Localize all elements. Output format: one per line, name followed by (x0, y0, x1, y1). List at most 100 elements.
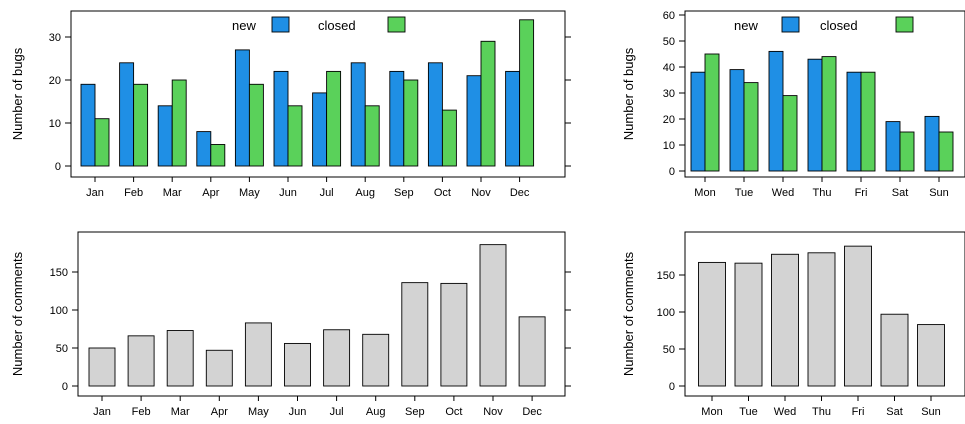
y-tick-label: 0 (669, 381, 675, 393)
bar-new-Apr (196, 131, 212, 167)
bar-new-Sat (885, 121, 901, 172)
x-tick-label: Sun (921, 406, 941, 418)
x-tick-label: Dec (522, 406, 542, 418)
bar-comments-Jan (88, 347, 116, 387)
bar-closed-Tue (743, 82, 759, 172)
bar-comments-Apr (205, 349, 233, 387)
x-tick-label: Oct (445, 406, 462, 418)
x-tick-label: Wed (772, 187, 794, 199)
bar-closed-Sun (938, 131, 954, 172)
bar-closed-May (248, 83, 264, 167)
bar-new-Mar (157, 105, 173, 167)
x-tick-label: Sat (892, 187, 909, 199)
y-tick-label: 10 (49, 118, 61, 130)
x-tick-label: Nov (483, 406, 503, 418)
x-tick-label: Jun (289, 406, 307, 418)
y-axis-label: Number of comments (10, 251, 25, 376)
plot-frame (684, 10, 965, 178)
bar-new-Jul (312, 92, 328, 167)
bar-new-Oct (427, 62, 443, 167)
bar-comments-Sat (880, 313, 909, 387)
plot-frame (684, 231, 965, 397)
legend-label-new: new (232, 18, 256, 33)
legend-swatch-closed (895, 16, 914, 33)
x-tick-label: Thu (813, 187, 832, 199)
bar-closed-Sep (403, 79, 419, 167)
x-tick-label: Feb (132, 406, 151, 418)
bar-comments-Nov (479, 244, 507, 387)
bar-closed-Apr (210, 144, 226, 167)
y-axis-label: Number of comments (621, 251, 636, 376)
x-tick-label: Apr (202, 187, 219, 199)
x-tick-label: Tue (739, 406, 758, 418)
bar-closed-Mar (171, 79, 187, 167)
x-tick-label: May (248, 406, 269, 418)
legend-swatch-new (781, 16, 800, 33)
x-tick-label: Mar (163, 187, 182, 199)
bar-comments-Fri (844, 245, 872, 387)
bar-closed-Feb (133, 83, 149, 167)
x-tick-label: Dec (510, 187, 530, 199)
y-tick-label: 50 (663, 36, 675, 48)
y-tick-label: 30 (49, 32, 61, 44)
x-tick-label: Fri (855, 187, 868, 199)
bar-comments-Feb (127, 335, 155, 387)
bar-comments-Sun (917, 324, 945, 387)
y-tick-label: 100 (657, 307, 675, 319)
x-tick-label: Sep (405, 406, 425, 418)
bar-new-Aug (350, 62, 366, 167)
bar-new-Fri (846, 71, 862, 172)
x-tick-label: Mar (171, 406, 190, 418)
bar-comments-Jun (284, 342, 311, 387)
x-tick-label: Aug (366, 406, 386, 418)
bar-comments-Aug (362, 333, 390, 387)
y-axis-label: Number of bugs (10, 47, 25, 140)
chart-2: 0 10 20 30 40 50 60 Number of bugs Mon Tue Wed Thu F… (621, 10, 965, 199)
bar-comments-Wed (771, 253, 799, 387)
bar-new-Dec (505, 70, 521, 167)
bar-closed-Fri (860, 71, 876, 172)
bar-comments-Thu (807, 252, 836, 387)
y-axis-label: Number of bugs (621, 47, 636, 140)
x-tick-label: Jun (279, 187, 297, 199)
x-tick-label: Tue (735, 187, 754, 199)
bar-closed-Sat (899, 131, 915, 172)
legend-swatch-new (271, 16, 290, 33)
chart-4: 0 50 100 150 Number of comments Mon Tue Wed Thu F… (621, 231, 965, 418)
bar-closed-Wed (782, 95, 798, 172)
bar-new-Jun (273, 70, 289, 167)
bar-new-Jan (80, 83, 96, 167)
bar-closed-Thu (821, 56, 837, 172)
bar-comments-Tue (734, 262, 763, 387)
y-tick-label: 150 (50, 267, 68, 279)
x-tick-label: Sep (394, 187, 414, 199)
bar-closed-Oct (441, 109, 457, 167)
bar-new-Sun (924, 115, 940, 172)
x-tick-label: Feb (124, 187, 143, 199)
chart-3: 0 50 100 150 Number of comments Jan Feb Mar Apr M… (10, 231, 571, 418)
x-tick-label: Sun (929, 187, 949, 199)
legend-label-new: new (734, 18, 758, 33)
bar-comments-Sep (401, 282, 429, 387)
bar-closed-Jan (94, 118, 110, 167)
y-tick-label: 50 (56, 343, 68, 355)
y-tick-label: 0 (55, 161, 61, 173)
bar-new-Tue (729, 69, 745, 172)
x-tick-label: Jul (330, 406, 344, 418)
legend-label-closed: closed (820, 18, 858, 33)
x-tick-label: Oct (434, 187, 451, 199)
bar-new-Mon (690, 71, 706, 172)
bar-closed-Dec (519, 19, 535, 167)
bar-comments-Oct (440, 282, 468, 387)
y-tick-label: 60 (663, 10, 675, 22)
bar-closed-Aug (364, 105, 380, 167)
bar-comments-Mar (166, 330, 194, 387)
plot-frame (70, 10, 566, 178)
plot-frame (77, 231, 566, 397)
bar-new-Thu (807, 58, 823, 172)
x-tick-label: Jan (86, 187, 104, 199)
bar-comments-Jul (323, 329, 351, 387)
y-tick-label: 20 (49, 75, 61, 87)
chart-1: 0 10 20 30 Number of bugs Jan Feb Mar Apr May Jun J… (10, 10, 571, 199)
